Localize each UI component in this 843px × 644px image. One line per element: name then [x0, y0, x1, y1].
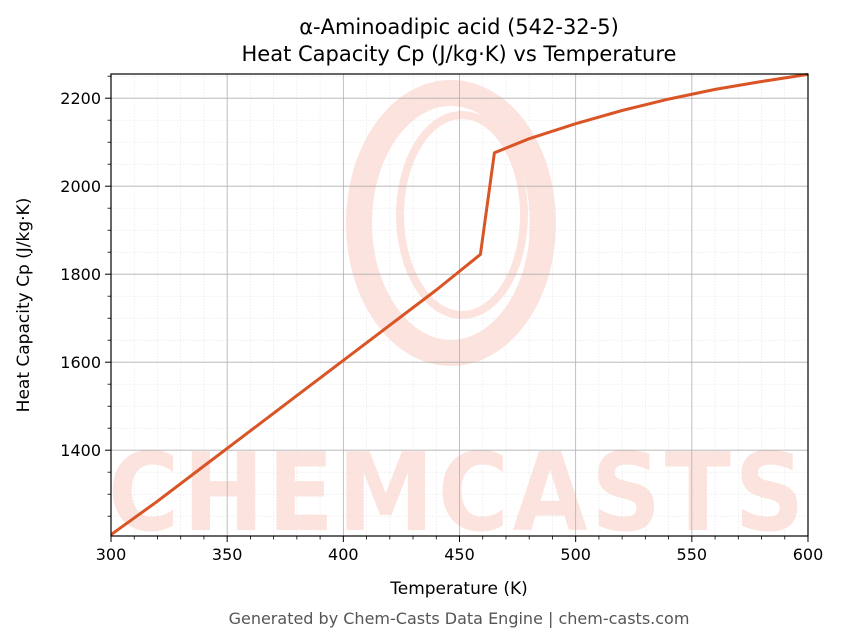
y-tick-label: 1600 [60, 353, 101, 372]
y-tick-label: 2200 [60, 89, 101, 108]
y-tick-label: 1800 [60, 265, 101, 284]
x-tick-label: 300 [96, 545, 127, 564]
footer-credit: Generated by Chem-Casts Data Engine | ch… [229, 609, 690, 628]
x-axis-ticks: 300 350 400 450 500 550 600 [96, 536, 824, 564]
y-axis-ticks: 1400 1600 1800 2000 2200 [60, 75, 111, 517]
series-line-0 [111, 72, 808, 536]
y-tick-label: 1400 [60, 441, 101, 460]
x-tick-label: 550 [677, 545, 708, 564]
x-tick-label: 450 [444, 545, 475, 564]
watermark-logo-inner-ring [396, 111, 528, 319]
watermark-text: CHEMCASTS [108, 431, 808, 556]
x-tick-label: 500 [560, 545, 591, 564]
y-tick-label: 2000 [60, 177, 101, 196]
x-tick-label: 350 [212, 545, 243, 564]
x-tick-label: 400 [328, 545, 359, 564]
watermark: CHEMCASTS [108, 80, 808, 556]
x-axis-label: Temperature (K) [389, 579, 528, 599]
x-tick-label: 600 [793, 545, 824, 564]
chart-title: α-Aminoadipic acid (542-32-5) [299, 15, 619, 39]
watermark-logo-ring [346, 80, 556, 366]
chart-subtitle: Heat Capacity Cp (J/kg·K) vs Temperature [242, 42, 677, 66]
y-axis-label: Heat Capacity Cp (J/kg·K) [14, 198, 34, 413]
series-layer [111, 72, 808, 536]
